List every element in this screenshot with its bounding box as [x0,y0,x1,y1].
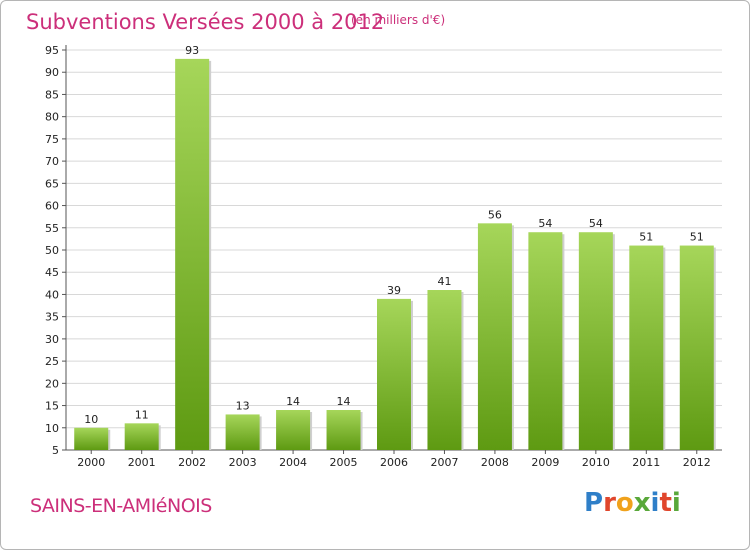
y-tick-label: 65 [45,177,59,190]
bar [175,58,210,451]
x-tick-labels: 2000 2001 2002 2003 2004 2005 2006 2007 2008 2009… [77,456,711,469]
data-label: 93 [185,44,199,57]
x-tick-label: 2006 [380,456,408,469]
bar [276,410,311,450]
y-tick-label: 40 [45,288,59,301]
y-tick-label: 25 [45,355,59,368]
bar [578,232,613,450]
data-label: 51 [690,231,704,244]
data-label: 54 [538,217,552,230]
bars [74,58,716,451]
data-label: 41 [437,275,451,288]
data-labels: 10 11 93 13 14 14 39 41 56 54 54 51 51 [84,44,704,426]
proxiti-logo: Proxiti [584,488,681,518]
chart-subtitle: (en milliers d'€) [351,13,446,27]
bar [74,427,109,450]
x-tick-label: 2003 [229,456,257,469]
data-label: 11 [135,408,149,421]
y-tick-label: 60 [45,200,59,213]
bar [377,298,411,450]
x-tick-label: 2008 [481,456,509,469]
data-label: 13 [236,399,250,412]
y-tick-label: 80 [45,111,59,124]
bar [528,232,563,450]
logo-letter: x [633,488,651,518]
y-tick-labels: 5 10 15 20 25 30 35 40 45 50 55 60 65 70 75 80 85 90 95 [45,44,59,457]
data-label: 51 [639,231,653,244]
x-tick-label: 2011 [632,456,660,469]
y-tick-label: 10 [45,422,59,435]
y-tick-label: 90 [45,66,59,79]
x-tick-label: 2005 [330,456,358,469]
logo-letter: r [603,488,616,518]
logo-letter: o [615,488,634,518]
y-tick-label: 35 [45,311,59,324]
data-label: 14 [337,395,351,408]
y-tick-label: 5 [52,444,59,457]
y-tick-label: 20 [45,377,59,390]
y-tick-label: 45 [45,266,59,279]
bar [124,423,159,450]
data-label: 14 [286,395,300,408]
bar [679,245,714,450]
bar [477,223,512,450]
logo-letter: i [671,488,681,518]
y-tick-label: 75 [45,133,59,146]
y-tick-label: 95 [45,44,59,57]
data-label: 10 [84,413,98,426]
bar [629,245,664,450]
bar [326,410,361,450]
x-tick-label: 2001 [128,456,156,469]
bar [427,290,462,450]
y-tick-label: 30 [45,333,59,346]
data-label: 39 [387,284,401,297]
chart-title: Subventions Versées 2000 à 2012 [26,10,385,34]
x-tick-label: 2000 [77,456,105,469]
bar [225,414,260,450]
x-tick-label: 2012 [683,456,711,469]
data-label: 56 [488,208,502,221]
data-label: 54 [589,217,603,230]
logo-letter: i [650,488,660,518]
x-tick-label: 2010 [582,456,610,469]
place-name: SAINS-EN-AMIéNOIS [30,495,212,517]
x-tick-label: 2004 [279,456,307,469]
x-tick-label: 2009 [531,456,559,469]
x-tick-label: 2002 [178,456,206,469]
y-tick-label: 55 [45,222,59,235]
y-tick-label: 85 [45,88,59,101]
logo-letter: t [659,488,672,518]
logo-letter: P [584,488,604,518]
y-tick-label: 70 [45,155,59,168]
x-tick-label: 2007 [430,456,458,469]
y-tick-label: 50 [45,244,59,257]
y-tick-label: 15 [45,400,59,413]
